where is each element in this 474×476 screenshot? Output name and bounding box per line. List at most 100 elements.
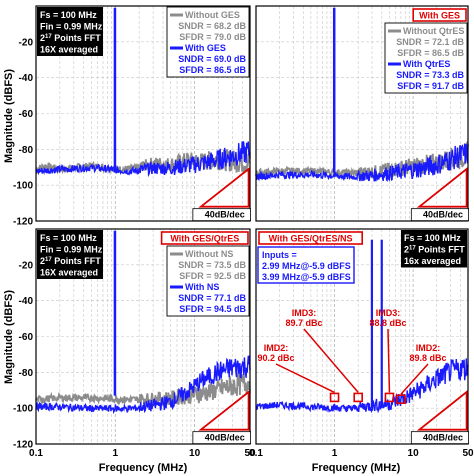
- tag-label: With GES/QtrES/NS: [269, 234, 353, 244]
- info-line: 16X averaged: [40, 45, 98, 55]
- tag-label: With GES: [419, 11, 460, 21]
- x-axis-label-right: Frequency (MHz): [312, 462, 401, 474]
- imd-label: IMD3:: [292, 308, 317, 318]
- x-tick-label: 50: [244, 448, 256, 459]
- imd-label: IMD3:: [376, 308, 401, 318]
- legend-entry: Without NS: [185, 249, 233, 259]
- y-tick-label: -80: [19, 368, 34, 379]
- info-box: [401, 230, 467, 268]
- legend-metric: SNDR = 73.3 dB: [396, 70, 464, 80]
- slope-triangle: [416, 167, 468, 208]
- legend-metric: SFDR = 86.5 dB: [179, 65, 246, 75]
- x-tick-label: 0.1: [29, 448, 43, 459]
- plot-frame: [35, 5, 251, 222]
- plot-frame: [35, 228, 251, 445]
- series-line: [255, 143, 469, 182]
- series-line: [255, 140, 469, 181]
- legend-metric: SFDR = 94.5 dB: [179, 304, 246, 314]
- info-line: 217 Points FFT: [404, 245, 465, 255]
- y-axis-label-bottom: Magnitude (dBFS): [3, 290, 15, 384]
- imd-label: 90.2 dBc: [257, 353, 294, 363]
- x-tick-label: 10: [408, 448, 420, 459]
- y-axis-label-top: Magnitude (dBFS): [3, 69, 15, 163]
- info-box: [37, 230, 103, 279]
- imd-arrow: [400, 363, 429, 395]
- legend-entry: With QtrES: [403, 59, 450, 69]
- legend-box: [166, 6, 250, 78]
- y-tick-label: -40: [19, 73, 34, 84]
- inputs-line: 3.99 MHz@-5.9 dBFS: [262, 272, 351, 282]
- legend-metric: SFDR = 79.0 dB: [179, 32, 246, 42]
- imd-arrow: [387, 328, 391, 393]
- y-tick-label: -60: [19, 109, 34, 120]
- legend-box: [166, 245, 250, 317]
- y-tick-label: -100: [13, 181, 33, 192]
- plot-frame: [255, 5, 469, 222]
- legend-metric: SFDR = 91.7 dB: [397, 81, 464, 91]
- info-line: Fs = 100 MHz: [404, 233, 461, 243]
- series-line: [35, 355, 251, 415]
- series-line: [35, 141, 251, 178]
- plot-frame: [255, 228, 469, 445]
- slope-label: 40dB/dec: [423, 433, 463, 443]
- legend-metric: SNDR = 68.2 dB: [178, 21, 246, 31]
- y-tick-label: -20: [19, 37, 34, 48]
- info-line: Fin = 0.99 MHz: [40, 245, 103, 255]
- slope-label-box: [192, 431, 251, 445]
- x-axis-label-left: Frequency (MHz): [99, 462, 188, 474]
- slope-label: 40dB/dec: [205, 433, 245, 443]
- imd-label: IMD2:: [264, 343, 289, 353]
- series-line: [255, 358, 469, 414]
- x-tick-label: 1: [113, 448, 119, 459]
- slope-label: 40dB/dec: [205, 210, 245, 220]
- legend-metric: SFDR = 92.5 dB: [179, 271, 246, 281]
- legend-entry: Without GES: [185, 10, 240, 20]
- panel-bottom-right: 0.1 1 10 50 40dB/dec Fs = 100 MHz 217 Points F…: [249, 228, 474, 459]
- legend-metric: SNDR = 72.1 dB: [396, 37, 464, 47]
- imd-arrow: [275, 363, 335, 394]
- y-tick-label: -80: [19, 145, 34, 156]
- imd-label: IMD2:: [416, 343, 441, 353]
- x-tick-label: 10: [189, 448, 201, 459]
- legend-metric: SFDR = 86.5 dB: [397, 48, 464, 58]
- legend-metric: SNDR = 73.5 dB: [178, 260, 246, 270]
- y-tick-label: -120: [13, 440, 33, 451]
- slope-label-box: [410, 431, 470, 445]
- y-tick-label: -60: [19, 332, 34, 343]
- inputs-line: 2.99 MHz@-5.9 dBFS: [262, 261, 351, 271]
- slope-triangle: [198, 167, 250, 208]
- info-line: 16x averaged: [404, 256, 461, 266]
- info-line: Fs = 100 MHz: [40, 233, 97, 243]
- inputs-box: [257, 246, 355, 284]
- tag-box: [258, 231, 363, 245]
- slope-triangle: [416, 390, 468, 431]
- imd-label: 88.8 dBc: [369, 318, 406, 328]
- y-tick-label: -120: [13, 217, 33, 228]
- legend-metric: SNDR = 77.1 dB: [178, 293, 246, 303]
- info-line: 16X averaged: [40, 268, 98, 278]
- info-line: 217 Points FFT: [40, 256, 101, 266]
- slope-triangle: [198, 390, 250, 431]
- y-tick-label: -20: [19, 260, 34, 271]
- legend-metric: SNDR = 69.0 dB: [178, 54, 246, 64]
- info-line: Fin = 0.99 MHz: [40, 22, 103, 32]
- legend-entry: Without QtrES: [403, 26, 464, 36]
- imd-arrow: [303, 328, 359, 393]
- slope-label-box: [192, 208, 251, 222]
- inputs-line: Inputs =: [262, 250, 297, 260]
- imd-label: 89.7 dBc: [285, 318, 322, 328]
- x-tick-label: 0.1: [249, 448, 263, 459]
- imd-marker: [396, 394, 406, 405]
- imd-marker: [329, 392, 340, 403]
- panel-top-left: -20 -40 -60 -80 -100 -120 40dB/dec Fs = 100 MHz…: [13, 5, 251, 228]
- info-line: 217 Points FFT: [40, 33, 101, 43]
- tag-label: With GES/QtrES: [170, 234, 239, 244]
- series-line: [35, 372, 251, 407]
- slope-label: 40dB/dec: [423, 210, 463, 220]
- tag-box: [160, 231, 249, 245]
- info-line: Fs = 100 MHz: [40, 10, 97, 20]
- imd-marker: [384, 392, 395, 403]
- x-tick-label: 50: [462, 448, 474, 459]
